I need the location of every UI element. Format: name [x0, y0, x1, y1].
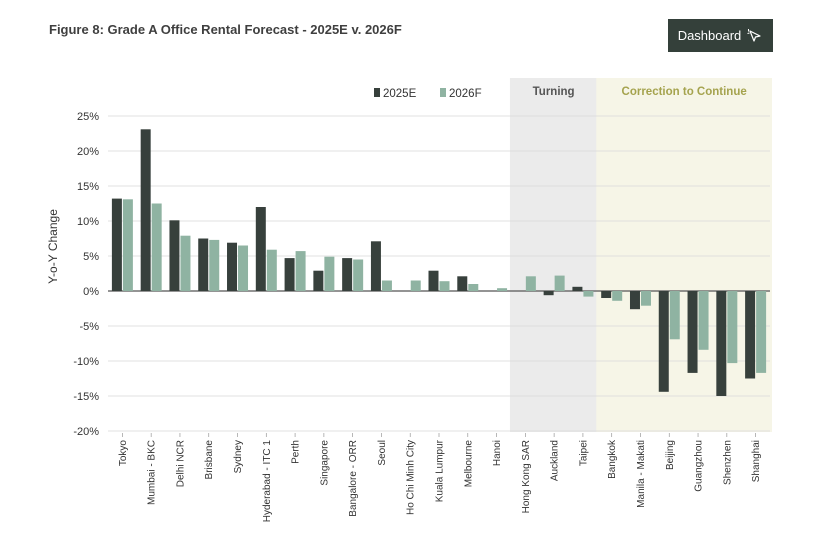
bar-2025E-kuala-lumpur — [428, 270, 439, 291]
bar-2025E-singapore — [313, 270, 324, 291]
y-tick-label: 10% — [77, 216, 99, 228]
bar-2025E-shenzhen — [716, 291, 727, 396]
x-category-label: Tokyo — [118, 440, 129, 467]
y-tick-label: 5% — [83, 251, 99, 263]
legend-label-2026F: 2026F — [449, 88, 482, 100]
bar-2025E-mumbai-bkc — [140, 129, 151, 291]
x-category-label: Taipei — [578, 440, 589, 466]
bar-2026F-brisbane — [209, 239, 220, 291]
bar-2025E-taipei — [572, 286, 583, 291]
bar-2026F-auckland — [554, 275, 565, 291]
bar-2026F-hyderabad-itc-1 — [266, 249, 277, 291]
y-tick-label: -15% — [73, 391, 99, 403]
bar-2025E-tokyo — [111, 198, 122, 291]
bar-2026F-hanoi — [497, 288, 508, 291]
bar-2026F-shenzhen — [727, 291, 738, 364]
bar-2025E-auckland — [543, 291, 554, 296]
y-tick-label: 20% — [77, 146, 99, 158]
bar-2026F-seoul — [381, 280, 392, 291]
x-category-label: Seoul — [377, 440, 388, 466]
bar-2025E-melbourne — [457, 276, 468, 291]
bar-2026F-sydney — [238, 245, 249, 291]
bar-2025E-guangzhou — [687, 291, 698, 373]
x-category-label: Manila - Makati — [636, 440, 647, 508]
y-tick-label: 15% — [77, 181, 99, 193]
y-tick-label: 25% — [77, 111, 99, 123]
dashboard-button[interactable]: Dashboard — [668, 19, 773, 52]
bar-2025E-brisbane — [198, 238, 209, 291]
x-category-label: Shanghai — [751, 440, 762, 482]
x-category-label: Hyderabad - ITC 1 — [262, 440, 273, 523]
dashboard-button-label: Dashboard — [677, 28, 742, 43]
x-category-label: Beijing — [665, 440, 676, 470]
bar-2025E-sydney — [227, 242, 238, 291]
x-category-label: Bangalore - ORR — [348, 440, 359, 517]
x-category-label: Mumbai - BKC — [147, 440, 158, 505]
y-tick-label: -5% — [79, 321, 99, 333]
y-axis-title: Y-o-Y Change — [46, 209, 60, 284]
zone-turning-background — [509, 78, 598, 432]
x-category-label: Perth — [291, 440, 302, 464]
x-category-label: Brisbane — [204, 440, 215, 480]
chart-title: Figure 8: Grade A Office Rental Forecast… — [49, 22, 402, 37]
bar-2026F-ho-chi-minh-city — [410, 280, 421, 291]
bar-2026F-hong-kong-sar — [525, 276, 536, 291]
bar-2025E-perth — [284, 258, 295, 291]
x-category-label: Singapore — [319, 440, 330, 486]
y-tick-label: 0% — [83, 286, 99, 298]
x-category-label: Hong Kong SAR — [521, 440, 532, 513]
bar-2025E-delhi-ncr — [169, 220, 180, 291]
legend-swatch-2026F — [440, 88, 446, 97]
bar-2026F-kuala-lumpur — [439, 281, 450, 291]
bar-2026F-singapore — [324, 256, 335, 291]
x-category-label: Delhi NCR — [175, 440, 186, 487]
x-category-label: Auckland — [550, 440, 561, 481]
bar-2025E-hyderabad-itc-1 — [255, 207, 266, 291]
bar-2026F-perth — [295, 251, 306, 291]
bar-2026F-beijing — [669, 291, 680, 340]
zone-correction-background — [596, 78, 772, 432]
x-category-label: Guangzhou — [694, 440, 705, 492]
zone-correction-label: Correction to Continue — [622, 86, 747, 98]
bar-2025E-beijing — [658, 291, 669, 392]
bar-2026F-bangalore-orr — [353, 259, 364, 291]
bar-2026F-melbourne — [468, 284, 479, 291]
x-category-label: Bangkok — [607, 439, 618, 479]
x-category-label: Kuala Lumpur — [435, 439, 446, 502]
bar-2025E-shanghai — [745, 291, 756, 379]
legend-label-2025E: 2025E — [383, 88, 417, 100]
bar-2026F-mumbai-bkc — [151, 203, 162, 291]
x-category-label: Sydney — [233, 440, 244, 473]
x-category-label: Melbourne — [463, 440, 474, 488]
y-tick-label: -10% — [73, 356, 99, 368]
bar-2026F-bangkok — [612, 291, 623, 301]
x-category-label: Ho Chi Minh City — [406, 440, 417, 515]
cursor-icon — [747, 28, 761, 42]
bar-2026F-taipei — [583, 291, 594, 297]
bar-2026F-shanghai — [756, 291, 767, 373]
y-tick-label: -20% — [73, 426, 99, 438]
bar-2026F-guangzhou — [698, 291, 709, 350]
legend-swatch-2025E — [374, 88, 380, 97]
x-category-label: Shenzhen — [722, 440, 733, 485]
zone-turning-label: Turning — [533, 86, 575, 98]
bar-2026F-manila-makati — [640, 291, 651, 306]
bar-2025E-bangkok — [601, 291, 612, 298]
bar-2026F-tokyo — [122, 199, 133, 291]
bar-2025E-manila-makati — [629, 291, 640, 310]
x-category-label: Hanoi — [492, 440, 503, 466]
bar-2026F-delhi-ncr — [180, 235, 191, 291]
bar-2025E-seoul — [370, 241, 381, 291]
bar-2025E-bangalore-orr — [342, 258, 353, 291]
